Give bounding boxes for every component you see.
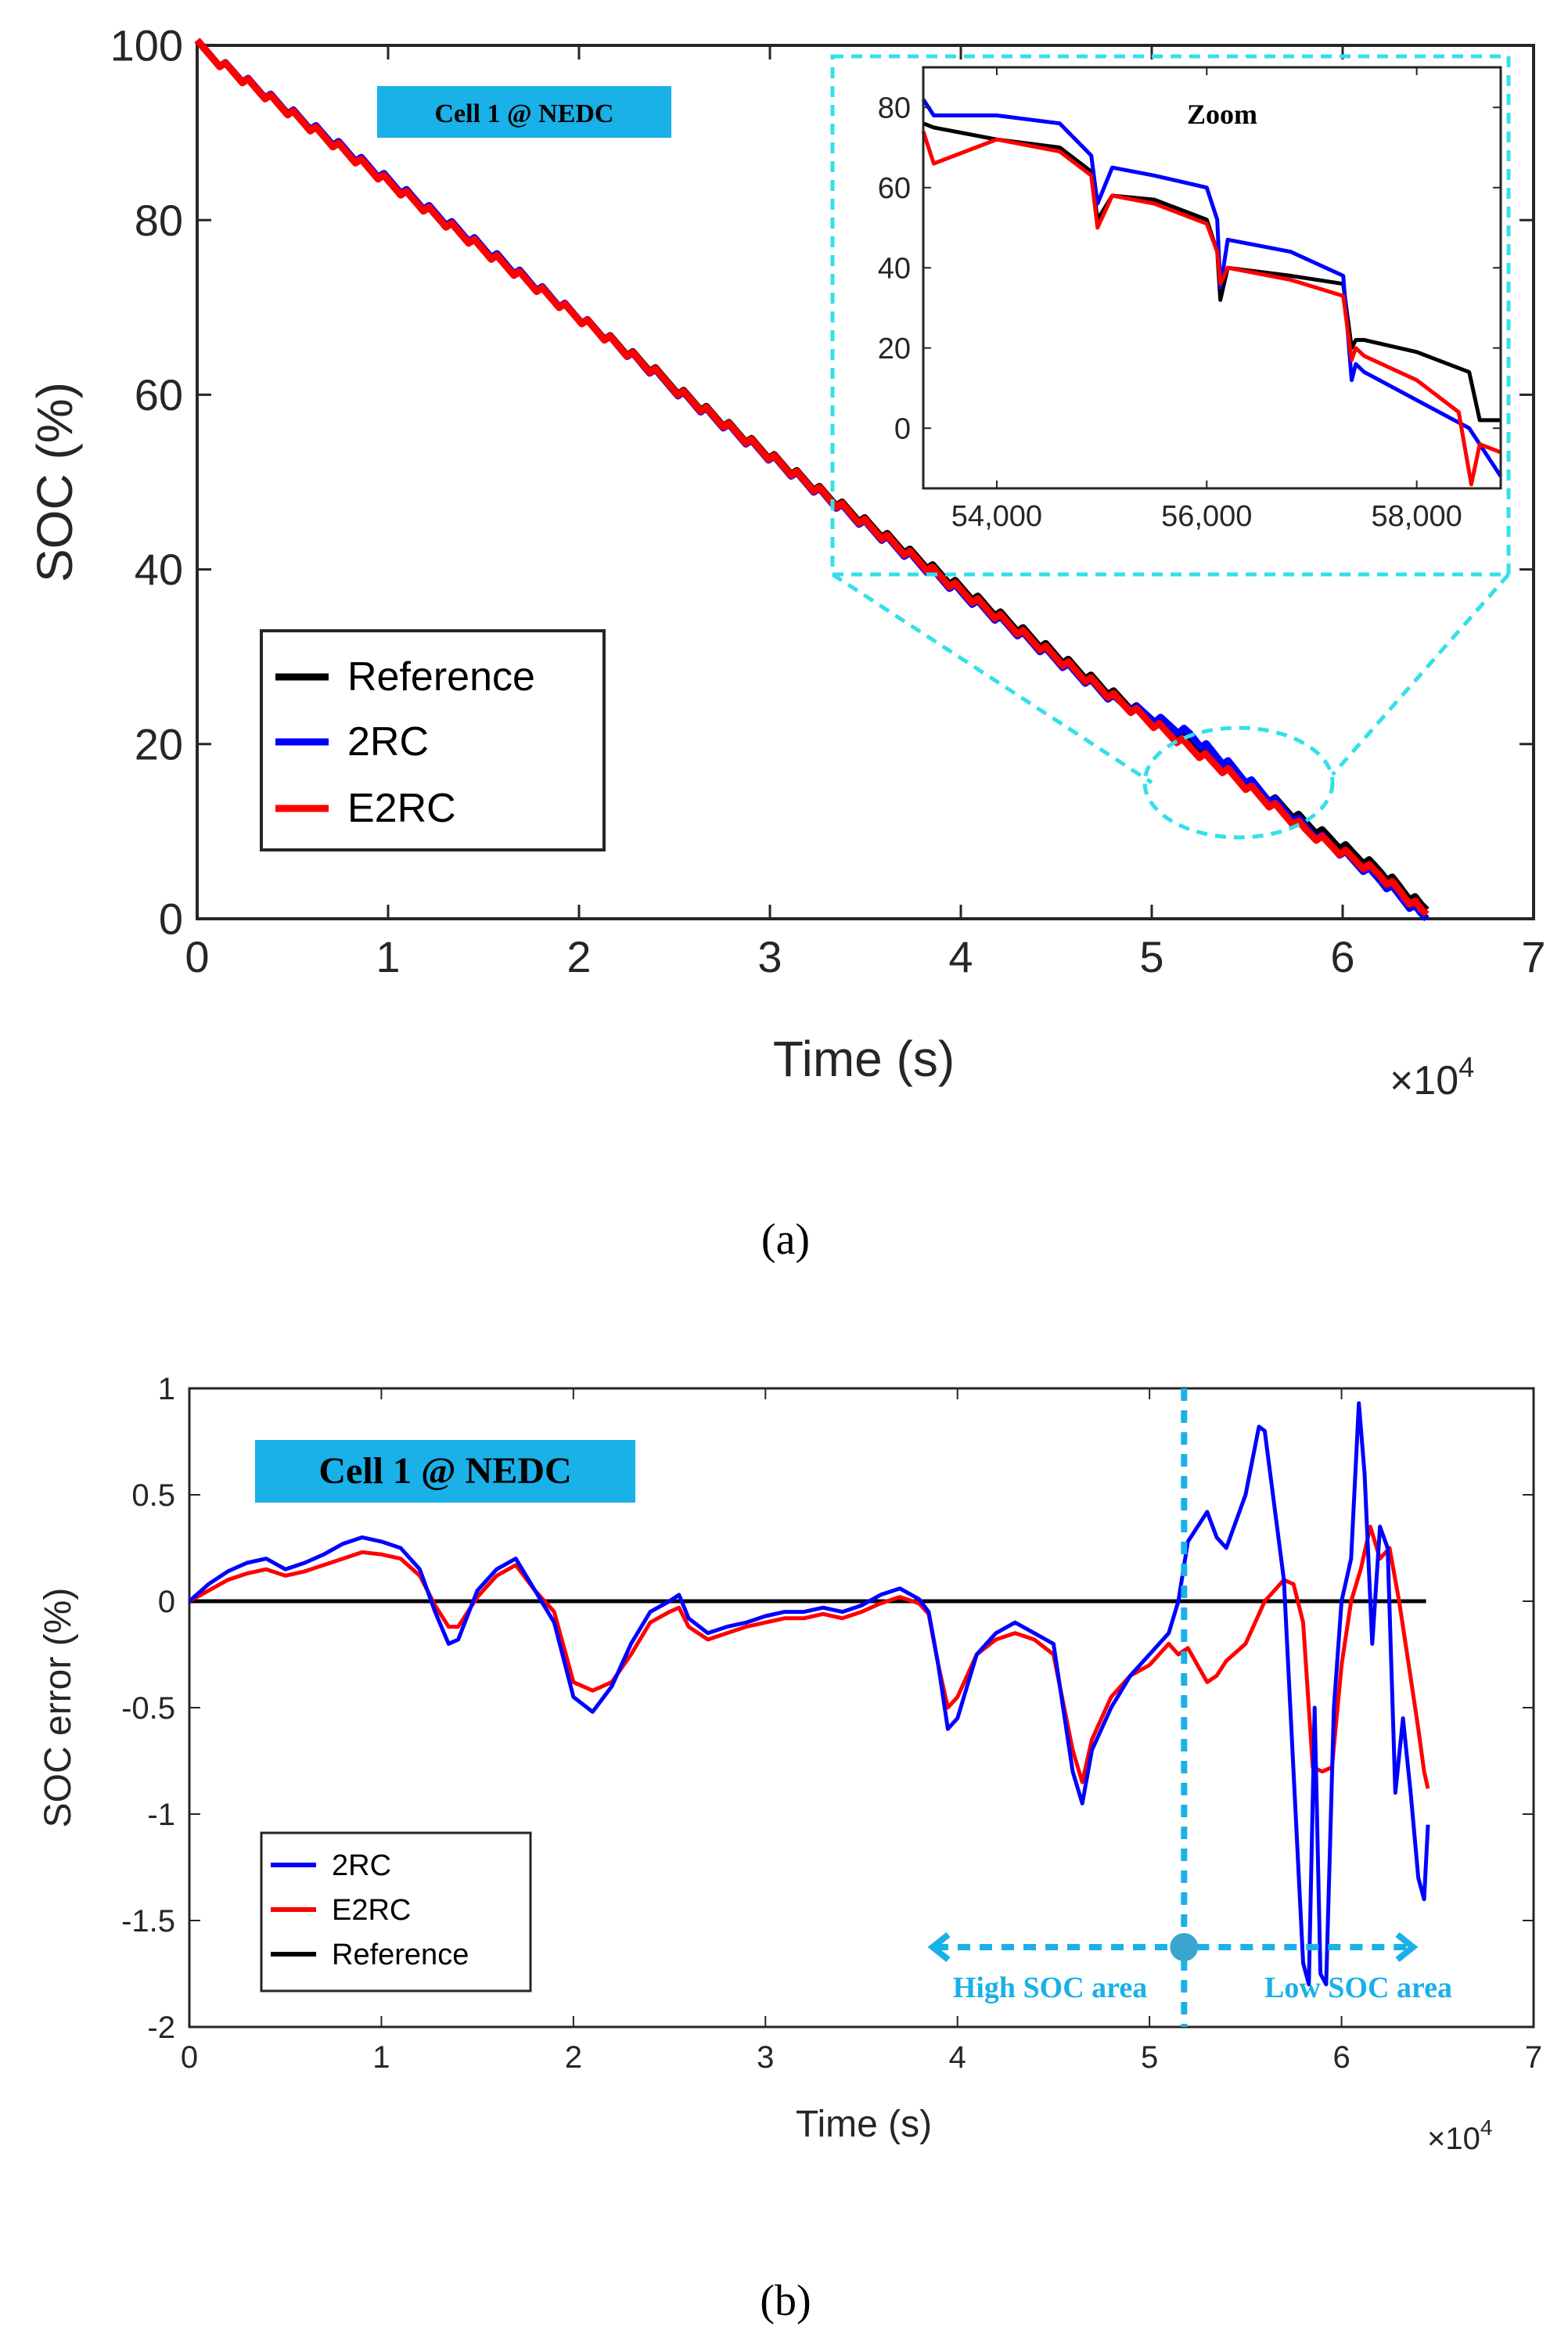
zoom-inset: 54,000 56,000 58,000 0 20 40 60 80 Zoom [878, 66, 1503, 533]
soc-x-exponent: ×104 [1390, 1051, 1474, 1103]
soc-ylabel: SOC (%) [27, 382, 83, 582]
soc-xtick-label: 1 [376, 932, 400, 981]
error-xtick-label: 7 [1525, 2040, 1542, 2075]
area-divider-point [1170, 1933, 1199, 1961]
soc-x-exponent-power: 4 [1458, 1051, 1474, 1083]
soc-ticks: 0 1 2 3 4 5 6 7 0 20 40 60 80 100 [110, 21, 1546, 981]
zoom-connector-left [831, 572, 1153, 785]
soc-ytick-label: 60 [135, 370, 183, 419]
error-xlabel: Time (s) [796, 2104, 932, 2145]
zoom-ytick-label: 0 [894, 412, 911, 445]
error-x-exponent: ×104 [1427, 2115, 1492, 2156]
zoom-ytick-label: 20 [878, 333, 911, 365]
soc-xlabel: Time (s) [773, 1031, 955, 1087]
soc-xtick-label: 6 [1330, 932, 1354, 981]
panel-b-caption: (b) [760, 2277, 811, 2325]
soc-ytick-label: 20 [135, 719, 183, 769]
zoom-inset-bg [923, 67, 1501, 488]
soc-badge-bg [377, 86, 671, 138]
error-ytick-label: -1 [147, 1798, 175, 1832]
soc-legend-label-2: E2RC [347, 786, 456, 831]
error-badge: Cell 1 @ NEDC [318, 1450, 571, 1492]
zoom-series-reference [922, 121, 1501, 423]
zoom-box [830, 54, 1511, 577]
zoom-xtick-label: 56,000 [1161, 500, 1252, 533]
soc-legend-label-1: 2RC [347, 719, 429, 765]
soc-series-e2rc [194, 38, 1430, 917]
soc-x-exponent-base: ×10 [1390, 1058, 1458, 1103]
zoom-ytick-label: 60 [878, 172, 911, 205]
soc-xtick-label: 4 [948, 932, 973, 981]
zoom-connector-right [1331, 573, 1510, 776]
soc-xtick-label: 3 [757, 932, 782, 981]
soc-ytick-label: 100 [110, 21, 183, 70]
error-xtick-label: 1 [372, 2040, 390, 2075]
zoom-series [921, 98, 1503, 487]
error-x-exponent-power: 4 [1480, 2115, 1493, 2140]
error-xtick-label: 5 [1141, 2040, 1158, 2075]
zoom-axes-box [922, 66, 1502, 490]
error-badge-bg [255, 1440, 635, 1503]
error-legend-label-2: Reference [332, 1939, 469, 1971]
error-ytick-label: -0.5 [121, 1691, 175, 1726]
soc-legend: Reference 2RC E2RC [260, 629, 606, 851]
zoom-series-2rc [921, 98, 1503, 477]
error-ytick-label: 0 [158, 1585, 175, 1619]
error-xtick-label: 4 [949, 2040, 966, 2075]
high-area-arrowhead [927, 1931, 951, 1963]
error-xtick-label: 0 [181, 2040, 198, 2075]
error-series-e2rc [188, 1525, 1430, 1789]
error-legend-label-1: E2RC [332, 1894, 411, 1927]
soc-xtick-label: 2 [566, 932, 591, 981]
panel-b: 0 1 2 3 4 5 6 7 -2 -1.5 -1 -0.5 0 0.5 1 High SOC area L… [38, 1372, 1542, 2325]
area-markers: High SOC area Low SOC area [927, 1388, 1452, 2027]
zoom-ticks: 54,000 56,000 58,000 0 20 40 60 80 [878, 67, 1501, 533]
soc-badge: Cell 1 @ NEDC [434, 99, 613, 128]
zoom-ytick-label: 40 [878, 252, 911, 285]
error-ytick-label: -2 [147, 2011, 175, 2045]
zoom-series-e2rc [921, 131, 1501, 487]
zoom-ytick-label: 80 [878, 92, 911, 125]
zoom-connector [830, 54, 1511, 840]
zoom-ellipse [1142, 725, 1335, 840]
soc-ytick-label: 0 [159, 895, 183, 944]
zoom-xtick-label: 58,000 [1372, 500, 1462, 533]
zoom-xtick-label: 54,000 [951, 500, 1042, 533]
error-ytick-label: -1.5 [121, 1904, 175, 1939]
soc-axes-box [196, 44, 1535, 920]
soc-ytick-label: 40 [135, 545, 183, 594]
soc-ytick-label: 80 [135, 196, 183, 245]
error-xtick-label: 3 [757, 2040, 774, 2075]
error-xtick-label: 6 [1332, 2040, 1350, 2075]
error-series [188, 1401, 1430, 1987]
soc-legend-label-0: Reference [347, 654, 535, 700]
soc-series [194, 38, 1430, 922]
error-series-2rc [188, 1401, 1430, 1987]
soc-xtick-label: 5 [1139, 932, 1163, 981]
error-x-exponent-base: ×10 [1427, 2122, 1480, 2156]
error-ytick-label: 1 [158, 1372, 175, 1406]
error-legend-label-0: 2RC [332, 1849, 391, 1882]
soc-xtick-label: 7 [1521, 932, 1545, 981]
soc-xtick-label: 0 [185, 932, 209, 981]
error-ylabel: SOC error (%) [38, 1588, 79, 1828]
error-xtick-label: 2 [565, 2040, 582, 2075]
zoom-title: Zoom [1187, 99, 1257, 130]
high-soc-area-label: High SOC area [953, 1971, 1147, 2004]
error-ticks: 0 1 2 3 4 5 6 7 -2 -1.5 -1 -0.5 0 0.5 1 [121, 1372, 1542, 2075]
panel-a-caption: (a) [761, 1215, 810, 1264]
error-ytick-label: 0.5 [131, 1478, 175, 1513]
error-legend: 2RC E2RC Reference [260, 1831, 532, 1993]
low-soc-area-label: Low SOC area [1264, 1971, 1452, 2004]
low-area-arrowhead [1395, 1931, 1419, 1963]
